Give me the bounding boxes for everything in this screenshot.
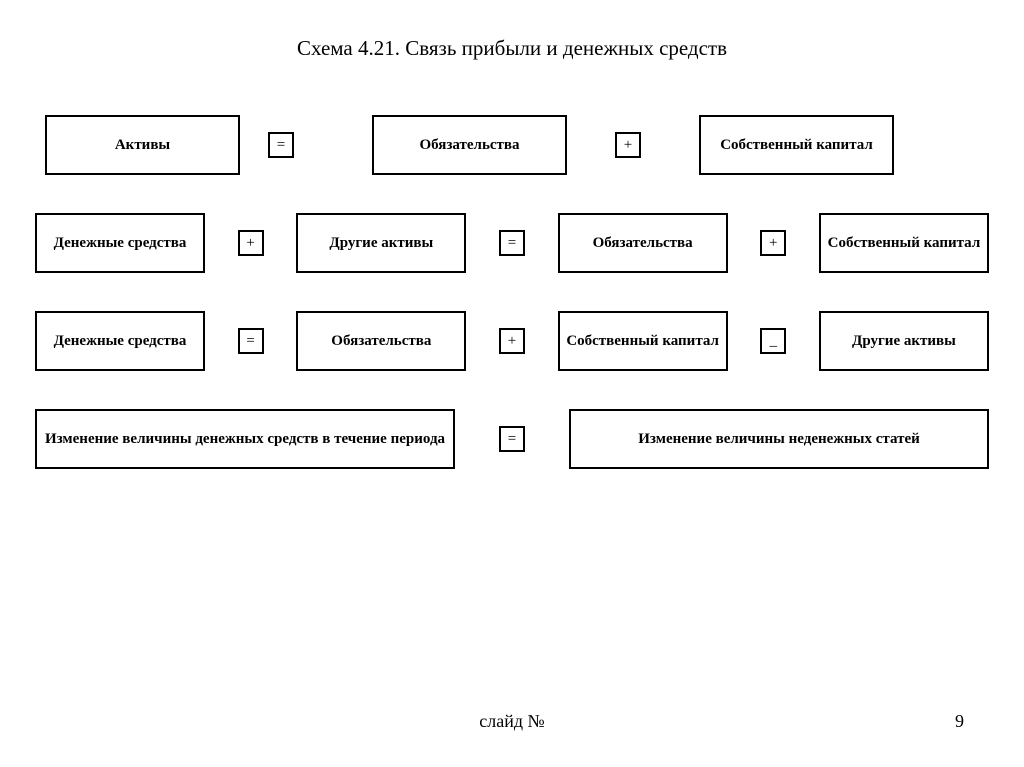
box-noncash-change: Изменение величины неденежных статей xyxy=(569,409,989,469)
box-other-assets: Другие активы xyxy=(296,213,466,273)
op-equals: = xyxy=(268,132,294,158)
equation-row-4: Изменение величины денежных средств в те… xyxy=(35,409,989,469)
box-cash-change: Изменение величины денежных средств в те… xyxy=(35,409,455,469)
op-plus: + xyxy=(615,132,641,158)
box-other-assets: Другие активы xyxy=(819,311,989,371)
op-plus: + xyxy=(499,328,525,354)
box-cash: Денежные средства xyxy=(35,213,205,273)
op-minus: _ xyxy=(760,328,786,354)
equation-row-3: Денежные средства = Обязательства + Собс… xyxy=(35,311,989,371)
box-liabilities: Обязательства xyxy=(372,115,567,175)
box-liabilities: Обязательства xyxy=(296,311,466,371)
box-cash: Денежные средства xyxy=(35,311,205,371)
box-equity: Собственный капитал xyxy=(819,213,989,273)
diagram-title: Схема 4.21. Связь прибыли и денежных сре… xyxy=(0,0,1024,61)
op-equals: = xyxy=(238,328,264,354)
op-equals: = xyxy=(499,426,525,452)
slide-number: 9 xyxy=(955,711,964,732)
diagram-container: Активы = Обязательства + Собственный кап… xyxy=(35,115,989,469)
op-plus: + xyxy=(760,230,786,256)
box-equity: Собственный капитал xyxy=(699,115,894,175)
op-plus: + xyxy=(238,230,264,256)
equation-row-1: Активы = Обязательства + Собственный кап… xyxy=(35,115,989,175)
op-equals: = xyxy=(499,230,525,256)
equation-row-2: Денежные средства + Другие активы = Обяз… xyxy=(35,213,989,273)
slide-label: слайд № xyxy=(479,711,544,732)
box-equity: Собственный капитал xyxy=(558,311,728,371)
box-liabilities: Обязательства xyxy=(558,213,728,273)
box-assets: Активы xyxy=(45,115,240,175)
